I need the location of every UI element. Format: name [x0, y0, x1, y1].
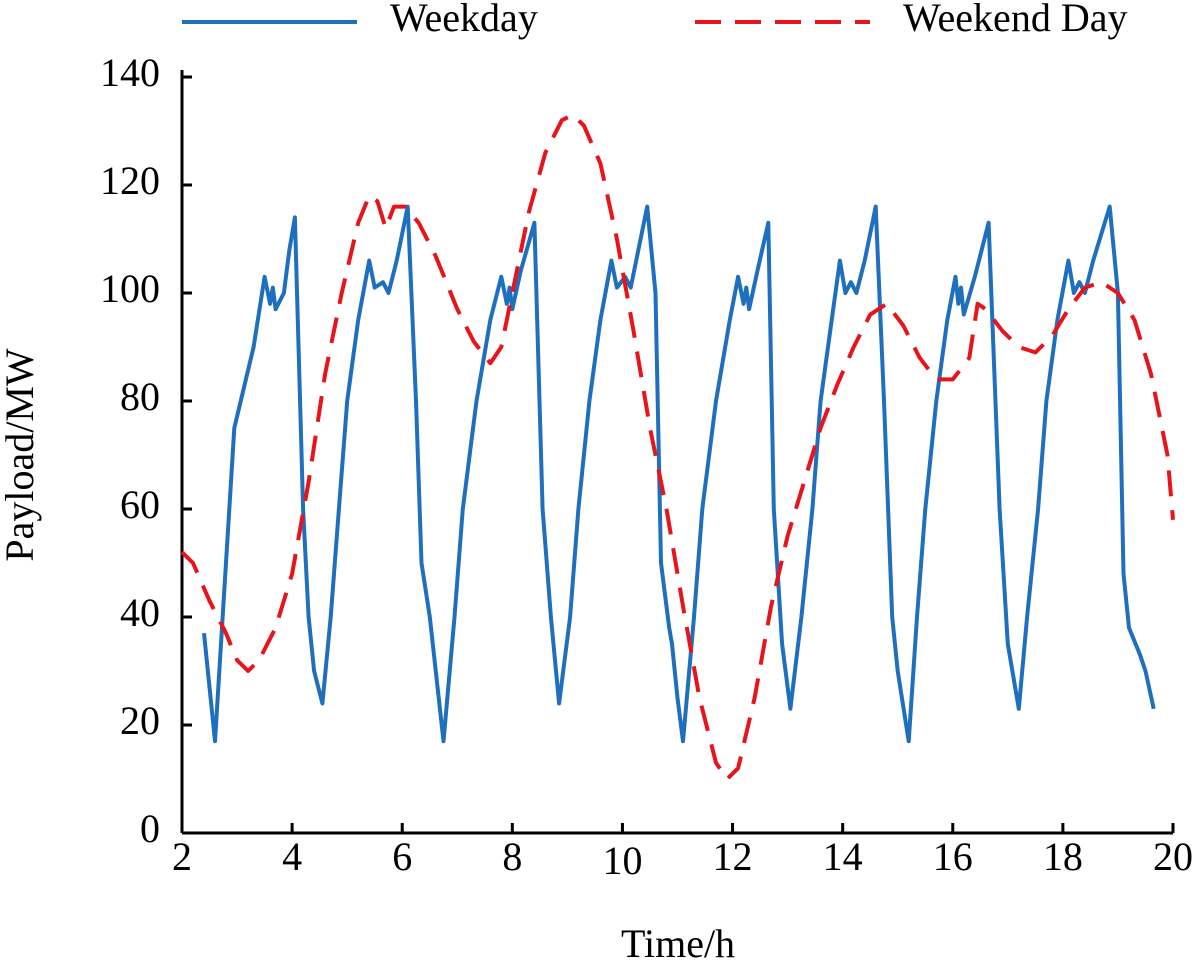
x-tick-label: 8 [502, 834, 522, 879]
y-tick-label: 0 [140, 806, 160, 851]
y-tick-label: 20 [120, 698, 160, 743]
series-line [202, 204, 1156, 744]
x-tick-label: 6 [392, 834, 412, 879]
x-tick-label: 14 [823, 834, 863, 879]
y-tick-label: 60 [120, 482, 160, 527]
x-tick-label: 2 [172, 834, 192, 879]
series-line [180, 112, 1175, 781]
y-tick-label: 80 [120, 374, 160, 419]
legend-label: Weekend Day [903, 0, 1127, 40]
y-tick-label: 120 [100, 158, 160, 203]
y-tick-label: 140 [100, 50, 160, 95]
x-axis-title: Time/h [621, 921, 735, 966]
x-tick-label: 16 [933, 834, 973, 879]
x-tick-label: 4 [282, 834, 302, 879]
y-axis-title: Payload/MW [0, 348, 42, 562]
x-tick-label: 18 [1043, 834, 1083, 879]
legend-label: Weekday [390, 0, 538, 40]
y-tick-label: 40 [120, 590, 160, 635]
y-tick-label: 100 [100, 266, 160, 311]
x-tick-label: 12 [713, 834, 753, 879]
x-tick-label: 20 [1153, 834, 1193, 879]
x-tick-label: 10 [602, 838, 642, 883]
